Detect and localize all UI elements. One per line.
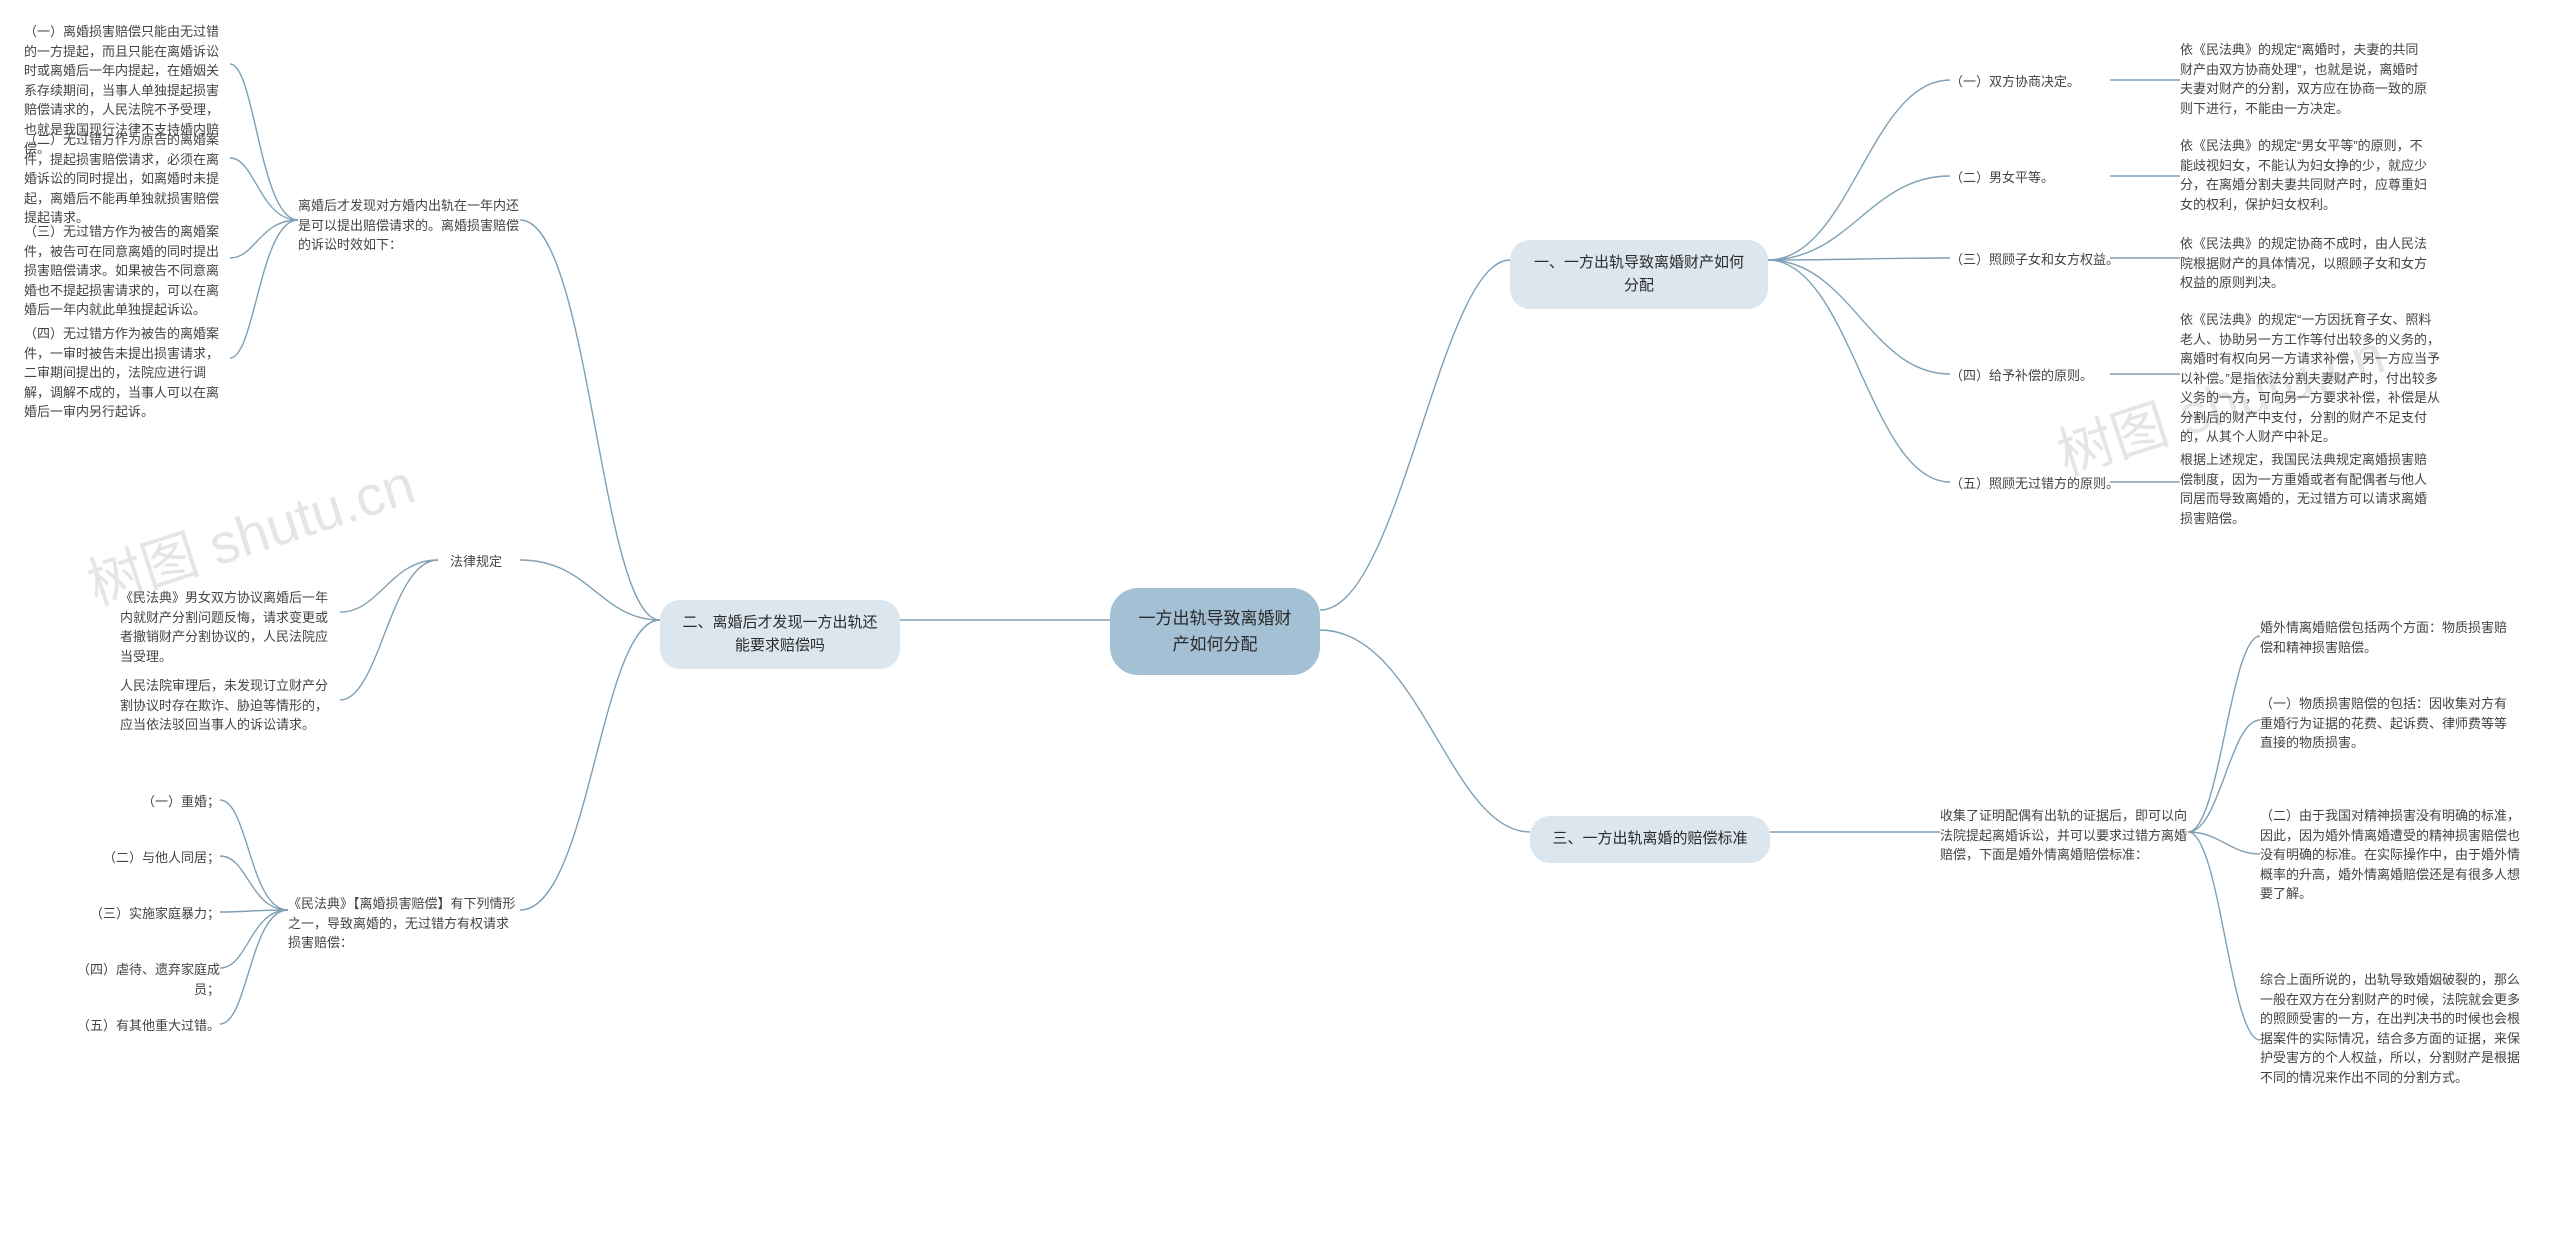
r1-c1-label: （一）双方协商决定。 [1950,72,2110,92]
r1-c5-desc: 根据上述规定，我国民法典规定离婚损害赔偿制度，因为一方重婚或者有配偶者与他人同居… [2180,450,2430,528]
r3-d1: 婚外情离婚赔偿包括两个方面：物质损害赔偿和精神损害赔偿。 [2260,618,2510,657]
center-node: 一方出轨导致离婚财产如何分配 [1110,588,1320,675]
r3-mid: 收集了证明配偶有出轨的证据后，即可以向法院提起离婚诉讼，并可以要求过错方离婚赔偿… [1940,806,2188,865]
l1-g3-leaf3: （三）实施家庭暴力； [90,904,220,924]
r3-d4: 综合上面所说的，出轨导致婚姻破裂的，那么一般在双方在分割财产的时候，法院就会更多… [2260,970,2520,1087]
l1-g1-leaf3: （三）无过错方作为被告的离婚案件，被告可在同意离婚的同时提出损害赔偿请求。如果被… [24,222,230,320]
l1-g2-leaf2: 人民法院审理后，未发现订立财产分割协议时存在欺诈、胁迫等情形的，应当依法驳回当事… [120,676,340,735]
r1-c4-label: （四）给予补偿的原则。 [1950,366,2110,386]
r1-c3-desc: 依《民法典》的规定协商不成时，由人民法院根据财产的具体情况，以照顾子女和女方权益… [2180,234,2430,293]
l1-g3-leaf4: （四）虐待、遗弃家庭成员； [60,960,220,999]
r1-c5-label: （五）照顾无过错方的原则。 [1950,474,2140,494]
r1-c2-label: （二）男女平等。 [1950,168,2110,188]
l1-g3-mid: 《民法典》【离婚损害赔偿】有下列情形之一，导致离婚的，无过错方有权请求损害赔偿： [288,894,520,953]
r1-c2-desc: 依《民法典》的规定“男女平等”的原则，不能歧视妇女，不能认为妇女挣的少，就应少分… [2180,136,2430,214]
branch-r1: 一、一方出轨导致离婚财产如何分配 [1510,240,1768,309]
mindmap-canvas: 树图 shutu.cn 树图 shutu.cn [0,0,2560,1234]
r1-c1-desc: 依《民法典》的规定“离婚时，夫妻的共同财产由双方协商处理”，也就是说，离婚时夫妻… [2180,40,2430,118]
l1-g1-mid: 离婚后才发现对方婚内出轨在一年内还是可以提出赔偿请求的。离婚损害赔偿的诉讼时效如… [298,196,520,255]
l1-g3-leaf2: （二）与他人同居； [100,848,220,868]
l1-g1-leaf4: （四）无过错方作为被告的离婚案件，一审时被告未提出损害请求，二审期间提出的，法院… [24,324,230,422]
l1-g3-leaf5: （五）有其他重大过错。 [70,1016,220,1036]
l1-g2-mid: 法律规定 [450,552,520,572]
r1-c3-label: （三）照顾子女和女方权益。 [1950,250,2130,270]
branch-r3: 三、一方出轨离婚的赔偿标准 [1530,816,1770,863]
l1-g2-leaf1: 《民法典》男女双方协议离婚后一年内就财产分割问题反悔，请求变更或者撤销财产分割协… [120,588,340,666]
r3-d2: （一）物质损害赔偿的包括：因收集对方有重婚行为证据的花费、起诉费、律师费等等直接… [2260,694,2510,753]
branch-l1: 二、离婚后才发现一方出轨还能要求赔偿吗 [660,600,900,669]
l1-g1-leaf2: （二）无过错方作为原告的离婚案件，提起损害赔偿请求，必须在离婚诉讼的同时提出，如… [24,130,230,228]
r1-c4-desc: 依《民法典》的规定“一方因抚育子女、照料老人、协助另一方工作等付出较多的义务的，… [2180,310,2440,447]
l1-g3-leaf1: （一）重婚； [130,792,220,812]
r3-d3: （二）由于我国对精神损害没有明确的标准，因此，因为婚外情离婚遭受的精神损害赔偿也… [2260,806,2520,904]
